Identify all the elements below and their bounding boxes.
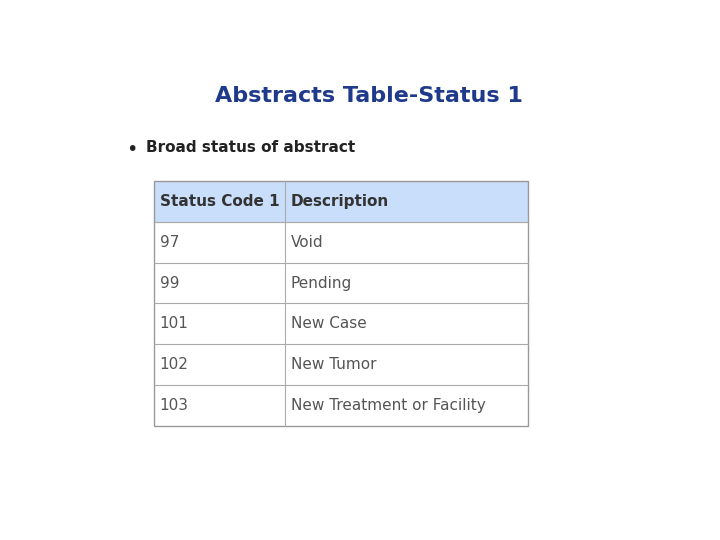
Text: Status Code 1: Status Code 1 bbox=[160, 194, 279, 209]
Text: New Tumor: New Tumor bbox=[291, 357, 377, 372]
Text: Void: Void bbox=[291, 235, 323, 250]
Text: Broad status of abstract: Broad status of abstract bbox=[145, 140, 355, 154]
Text: 102: 102 bbox=[160, 357, 189, 372]
Text: Description: Description bbox=[291, 194, 389, 209]
Text: New Treatment or Facility: New Treatment or Facility bbox=[291, 398, 485, 413]
Text: Pending: Pending bbox=[291, 275, 352, 291]
Text: 97: 97 bbox=[160, 235, 179, 250]
Text: Abstracts Table-Status 1: Abstracts Table-Status 1 bbox=[215, 85, 523, 106]
Text: New Case: New Case bbox=[291, 316, 366, 332]
Text: 103: 103 bbox=[160, 398, 189, 413]
Text: •: • bbox=[126, 140, 138, 159]
Text: 101: 101 bbox=[160, 316, 189, 332]
Bar bbox=[154, 181, 528, 222]
Text: 99: 99 bbox=[160, 275, 179, 291]
